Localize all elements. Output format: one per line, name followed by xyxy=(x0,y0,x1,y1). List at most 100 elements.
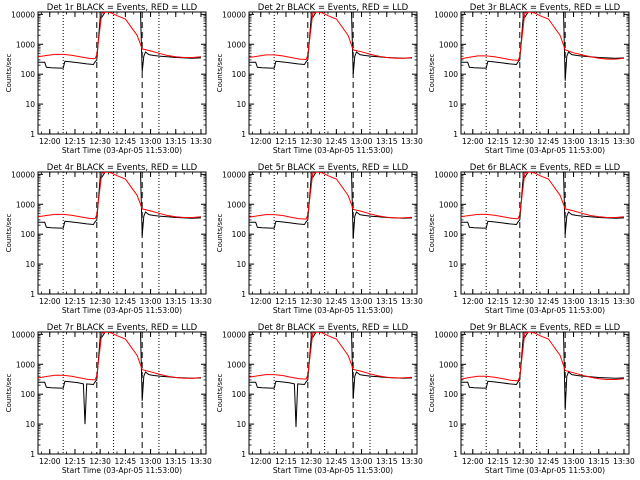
x-axis-label: Start Time (03-Apr-05 11:53:00) xyxy=(273,306,393,315)
x-tick-label: 12:00 xyxy=(250,297,272,306)
black-series-line xyxy=(249,332,413,428)
y-tick-label: 1 xyxy=(30,130,35,139)
x-tick-label: 13:15 xyxy=(165,297,187,306)
y-tick-label: 100 xyxy=(444,70,459,79)
x-tick-label: 12:00 xyxy=(462,137,484,146)
black-series-line xyxy=(38,332,202,425)
y-tick-label: 10 xyxy=(236,420,246,429)
x-tick-label: 12:45 xyxy=(326,137,348,146)
x-tick-label: 13:15 xyxy=(376,457,398,466)
black-series-line xyxy=(461,172,625,235)
x-tick-label: 12:15 xyxy=(275,137,297,146)
panel-1: Det 1r BLACK = Events, RED = LLD Counts/s… xyxy=(5,3,212,155)
x-tick-label: 13:00 xyxy=(563,457,585,466)
red-series-line xyxy=(38,12,202,60)
chart-title: Det 4r BLACK = Events, RED = LLD xyxy=(47,163,198,173)
x-tick-label: 12:00 xyxy=(39,297,61,306)
series-group xyxy=(461,332,625,410)
x-axis-label: Start Time (03-Apr-05 11:53:00) xyxy=(273,466,393,475)
x-tick-label: 13:00 xyxy=(563,137,585,146)
panel-3: Det 3r BLACK = Events, RED = LLD Counts/s… xyxy=(428,3,635,155)
x-axis-label: Start Time (03-Apr-05 11:53:00) xyxy=(62,466,182,475)
chart-title: Det 2r BLACK = Events, RED = LLD xyxy=(258,3,409,13)
y-tick-label: 1 xyxy=(30,450,35,459)
y-tick-label: 1000 xyxy=(439,200,458,209)
red-series-line xyxy=(461,332,625,382)
x-tick-label: 13:00 xyxy=(351,137,373,146)
y-tick-label: 10000 xyxy=(11,10,35,19)
y-tick-label: 1000 xyxy=(439,360,458,369)
y-tick-label: 1000 xyxy=(227,40,246,49)
x-axis-label: Start Time (03-Apr-05 11:53:00) xyxy=(485,146,605,155)
y-tick-label: 10 xyxy=(236,100,246,109)
x-tick-label: 13:15 xyxy=(376,297,398,306)
series-group xyxy=(38,172,202,236)
y-tick-label: 10 xyxy=(448,420,458,429)
y-tick-label: 1000 xyxy=(227,360,246,369)
x-tick-label: 12:00 xyxy=(250,457,272,466)
series-group xyxy=(249,332,413,428)
black-series-line xyxy=(38,172,202,236)
y-tick-label: 100 xyxy=(444,390,459,399)
y-tick-label: 1 xyxy=(241,450,246,459)
y-tick-label: 1000 xyxy=(16,40,35,49)
y-tick-label: 1 xyxy=(30,290,35,299)
x-tick-label: 13:00 xyxy=(140,297,162,306)
x-tick-label: 13:30 xyxy=(613,137,635,146)
x-tick-label: 12:30 xyxy=(89,457,111,466)
y-tick-label: 100 xyxy=(21,390,36,399)
chart-title: Det 6r BLACK = Events, RED = LLD xyxy=(470,163,621,173)
black-series-line xyxy=(461,12,625,81)
y-tick-label: 10000 xyxy=(11,170,35,179)
x-tick-label: 13:15 xyxy=(588,297,610,306)
x-tick-label: 12:15 xyxy=(64,137,86,146)
chart-title: Det 1r BLACK = Events, RED = LLD xyxy=(47,3,198,13)
chart-title: Det 3r BLACK = Events, RED = LLD xyxy=(470,3,621,13)
x-tick-label: 12:15 xyxy=(275,457,297,466)
panel-4: Det 4r BLACK = Events, RED = LLD Counts/s… xyxy=(5,163,212,315)
y-tick-label: 10000 xyxy=(434,330,458,339)
x-tick-label: 13:15 xyxy=(376,137,398,146)
x-tick-label: 12:15 xyxy=(487,137,509,146)
chart-title: Det 9r BLACK = Events, RED = LLD xyxy=(470,323,621,333)
y-tick-label: 10000 xyxy=(222,10,246,19)
x-tick-label: 12:00 xyxy=(462,457,484,466)
x-tick-label: 12:45 xyxy=(538,297,560,306)
x-tick-label: 12:30 xyxy=(89,137,111,146)
x-tick-label: 13:00 xyxy=(140,457,162,466)
series-group xyxy=(38,12,202,72)
black-series-line xyxy=(249,172,413,239)
y-axis-label: Counts/sec xyxy=(5,214,13,253)
panel-5: Det 5r BLACK = Events, RED = LLD Counts/s… xyxy=(216,163,423,315)
x-tick-label: 13:30 xyxy=(190,137,212,146)
red-series-line xyxy=(461,172,625,220)
y-tick-label: 1000 xyxy=(16,360,35,369)
x-tick-label: 12:45 xyxy=(115,297,137,306)
y-tick-label: 1 xyxy=(453,450,458,459)
x-tick-label: 13:00 xyxy=(140,137,162,146)
x-tick-label: 12:00 xyxy=(39,457,61,466)
y-tick-label: 10000 xyxy=(434,10,458,19)
y-axis-label: Counts/sec xyxy=(216,374,224,413)
panel-2: Det 2r BLACK = Events, RED = LLD Counts/s… xyxy=(216,3,423,155)
y-tick-label: 10 xyxy=(448,100,458,109)
y-tick-label: 10 xyxy=(25,100,35,109)
x-axis-label: Start Time (03-Apr-05 11:53:00) xyxy=(62,146,182,155)
chart-title: Det 8r BLACK = Events, RED = LLD xyxy=(258,323,409,333)
x-tick-label: 12:30 xyxy=(512,137,534,146)
x-tick-label: 12:15 xyxy=(64,297,86,306)
series-group xyxy=(38,332,202,425)
x-tick-label: 13:30 xyxy=(190,457,212,466)
y-tick-label: 1000 xyxy=(439,40,458,49)
chart-title: Det 5r BLACK = Events, RED = LLD xyxy=(258,163,409,173)
x-tick-label: 13:15 xyxy=(588,457,610,466)
y-axis-label: Counts/sec xyxy=(5,54,13,93)
x-tick-label: 12:30 xyxy=(89,297,111,306)
x-axis-label: Start Time (03-Apr-05 11:53:00) xyxy=(485,306,605,315)
x-tick-label: 13:30 xyxy=(613,297,635,306)
y-tick-label: 100 xyxy=(232,70,247,79)
x-tick-label: 12:45 xyxy=(538,137,560,146)
x-tick-label: 13:30 xyxy=(190,297,212,306)
x-tick-label: 12:45 xyxy=(326,297,348,306)
